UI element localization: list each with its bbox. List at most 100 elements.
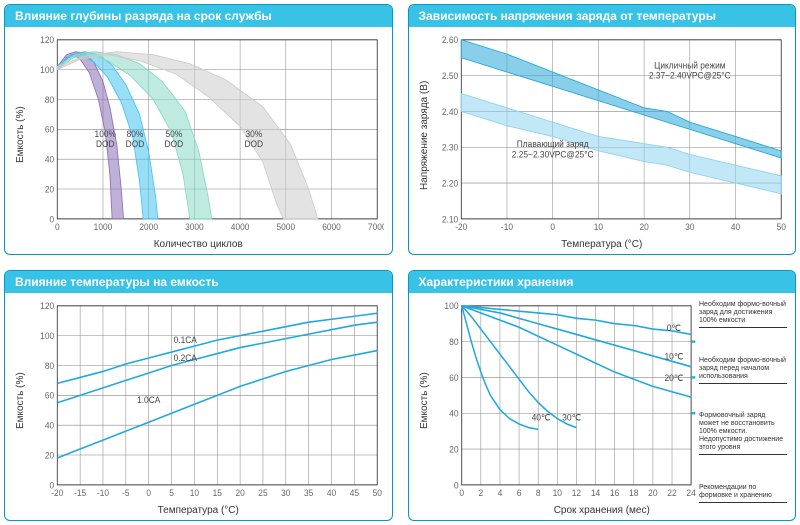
svg-text:20: 20 bbox=[639, 222, 648, 232]
svg-text:40: 40 bbox=[45, 420, 54, 430]
panel-title: Характеристики хранения bbox=[409, 271, 796, 293]
legend-item: Необходим формо-вочный заряд для достиже… bbox=[699, 299, 787, 328]
svg-text:50: 50 bbox=[373, 488, 382, 498]
chart-area: Емкость (%) -20-15-10-505101520253035404… bbox=[5, 293, 392, 520]
svg-text:DOD: DOD bbox=[245, 139, 264, 149]
legend-item: Формовочный заряд может не восстановить … bbox=[699, 410, 787, 455]
svg-text:15: 15 bbox=[213, 488, 222, 498]
svg-text:DOD: DOD bbox=[165, 139, 184, 149]
svg-text:2.10: 2.10 bbox=[441, 214, 457, 224]
ylabel: Емкость (%) bbox=[417, 299, 432, 503]
svg-text:2000: 2000 bbox=[139, 222, 158, 232]
xlabel: Температура (°C) bbox=[417, 237, 788, 250]
chart-area: Емкость (%) 0100020003000400050006000700… bbox=[5, 27, 392, 254]
panel-storage: Характеристики хранения Емкость (%) 0246… bbox=[408, 270, 797, 521]
svg-text:10: 10 bbox=[190, 488, 199, 498]
svg-text:0: 0 bbox=[550, 222, 555, 232]
svg-text:80: 80 bbox=[449, 337, 459, 347]
svg-text:Цикличный режим: Цикличный режим bbox=[654, 60, 725, 70]
legend-item: Рекомендации по формовке и хранению bbox=[699, 482, 787, 503]
svg-text:6: 6 bbox=[516, 488, 521, 498]
svg-text:DOD: DOD bbox=[96, 139, 115, 149]
svg-text:24: 24 bbox=[686, 488, 696, 498]
svg-text:30: 30 bbox=[281, 488, 290, 498]
svg-text:50: 50 bbox=[776, 222, 785, 232]
svg-text:2: 2 bbox=[478, 488, 483, 498]
svg-text:10: 10 bbox=[593, 222, 602, 232]
svg-text:40: 40 bbox=[45, 154, 54, 164]
svg-text:DOD: DOD bbox=[126, 139, 145, 149]
svg-text:60: 60 bbox=[45, 124, 54, 134]
xlabel: Температура (°C) bbox=[13, 503, 384, 516]
svg-text:1000: 1000 bbox=[94, 222, 113, 232]
svg-text:2.20: 2.20 bbox=[441, 178, 457, 188]
svg-text:2.40: 2.40 bbox=[441, 107, 457, 117]
svg-text:-10: -10 bbox=[97, 488, 109, 498]
svg-text:-15: -15 bbox=[74, 488, 86, 498]
svg-text:100: 100 bbox=[40, 331, 54, 341]
svg-text:7000: 7000 bbox=[368, 222, 384, 232]
svg-text:45: 45 bbox=[350, 488, 359, 498]
chart-svg: 0100020003000400050006000700002040608010… bbox=[28, 33, 384, 237]
svg-text:35: 35 bbox=[304, 488, 313, 498]
svg-text:Плавающий заряд: Плавающий заряд bbox=[516, 139, 588, 149]
svg-text:100%: 100% bbox=[95, 128, 117, 138]
svg-text:120: 120 bbox=[40, 35, 54, 45]
svg-text:30: 30 bbox=[685, 222, 694, 232]
legend-item: Необходим формо-вочный заряд перед начал… bbox=[699, 355, 787, 384]
panel-title: Влияние температуры на емкость bbox=[5, 271, 392, 293]
svg-text:5000: 5000 bbox=[277, 222, 296, 232]
svg-text:0: 0 bbox=[459, 488, 464, 498]
svg-text:25: 25 bbox=[258, 488, 267, 498]
svg-text:0: 0 bbox=[55, 222, 60, 232]
svg-text:2.30: 2.30 bbox=[441, 142, 457, 152]
svg-text:60: 60 bbox=[45, 390, 54, 400]
ylabel: Емкость (%) bbox=[13, 299, 28, 503]
svg-text:120: 120 bbox=[40, 301, 54, 311]
svg-text:30℃: 30℃ bbox=[562, 412, 581, 422]
svg-text:50%: 50% bbox=[165, 128, 182, 138]
svg-text:6000: 6000 bbox=[322, 222, 341, 232]
svg-text:18: 18 bbox=[629, 488, 639, 498]
svg-text:1.0CA: 1.0CA bbox=[137, 394, 160, 404]
svg-text:10℃: 10℃ bbox=[664, 351, 683, 361]
chart-area: Емкость (%) 0246810121416182022240204060… bbox=[409, 293, 796, 520]
panel-temp-capacity: Влияние температуры на емкость Емкость (… bbox=[4, 270, 393, 521]
svg-text:-10: -10 bbox=[500, 222, 512, 232]
ylabel: Емкость (%) bbox=[13, 33, 28, 237]
svg-text:40: 40 bbox=[730, 222, 739, 232]
svg-text:30%: 30% bbox=[245, 128, 262, 138]
svg-text:14: 14 bbox=[590, 488, 600, 498]
panel-title: Влияние глубины разряда на срок службы bbox=[5, 5, 392, 27]
svg-text:0: 0 bbox=[49, 214, 54, 224]
svg-text:0.2CA: 0.2CA bbox=[174, 353, 197, 363]
svg-text:5: 5 bbox=[169, 488, 174, 498]
panel-dod-life: Влияние глубины разряда на срок службы Е… bbox=[4, 4, 393, 255]
svg-text:20℃: 20℃ bbox=[664, 373, 683, 383]
svg-text:10: 10 bbox=[552, 488, 562, 498]
ylabel: Напряжение заряда (В) bbox=[417, 33, 432, 237]
svg-text:-5: -5 bbox=[122, 488, 130, 498]
svg-text:80: 80 bbox=[45, 95, 54, 105]
svg-text:20: 20 bbox=[235, 488, 244, 498]
svg-text:12: 12 bbox=[571, 488, 581, 498]
svg-text:0: 0 bbox=[146, 488, 151, 498]
svg-text:8: 8 bbox=[535, 488, 540, 498]
svg-text:80: 80 bbox=[45, 361, 54, 371]
svg-text:40℃: 40℃ bbox=[531, 412, 550, 422]
svg-text:0: 0 bbox=[453, 480, 458, 490]
svg-text:20: 20 bbox=[45, 450, 54, 460]
xlabel: Срок хранения (мес) bbox=[417, 503, 788, 516]
svg-text:2.37~2.40VPC@25°C: 2.37~2.40VPC@25°C bbox=[648, 70, 730, 80]
svg-text:40: 40 bbox=[449, 408, 459, 418]
chart-svg: -20-10010203040502.102.202.302.402.502.6… bbox=[432, 33, 788, 237]
svg-text:100: 100 bbox=[40, 65, 54, 75]
svg-text:3000: 3000 bbox=[185, 222, 204, 232]
svg-text:20: 20 bbox=[45, 184, 54, 194]
svg-text:4: 4 bbox=[497, 488, 502, 498]
svg-text:2.25~2.30VPC@25°C: 2.25~2.30VPC@25°C bbox=[511, 149, 593, 159]
chart-svg: 0246810121416182022240204060801000℃10℃20… bbox=[432, 299, 698, 503]
svg-text:0: 0 bbox=[49, 480, 54, 490]
svg-text:2.60: 2.60 bbox=[441, 35, 457, 45]
svg-text:2.50: 2.50 bbox=[441, 71, 457, 81]
